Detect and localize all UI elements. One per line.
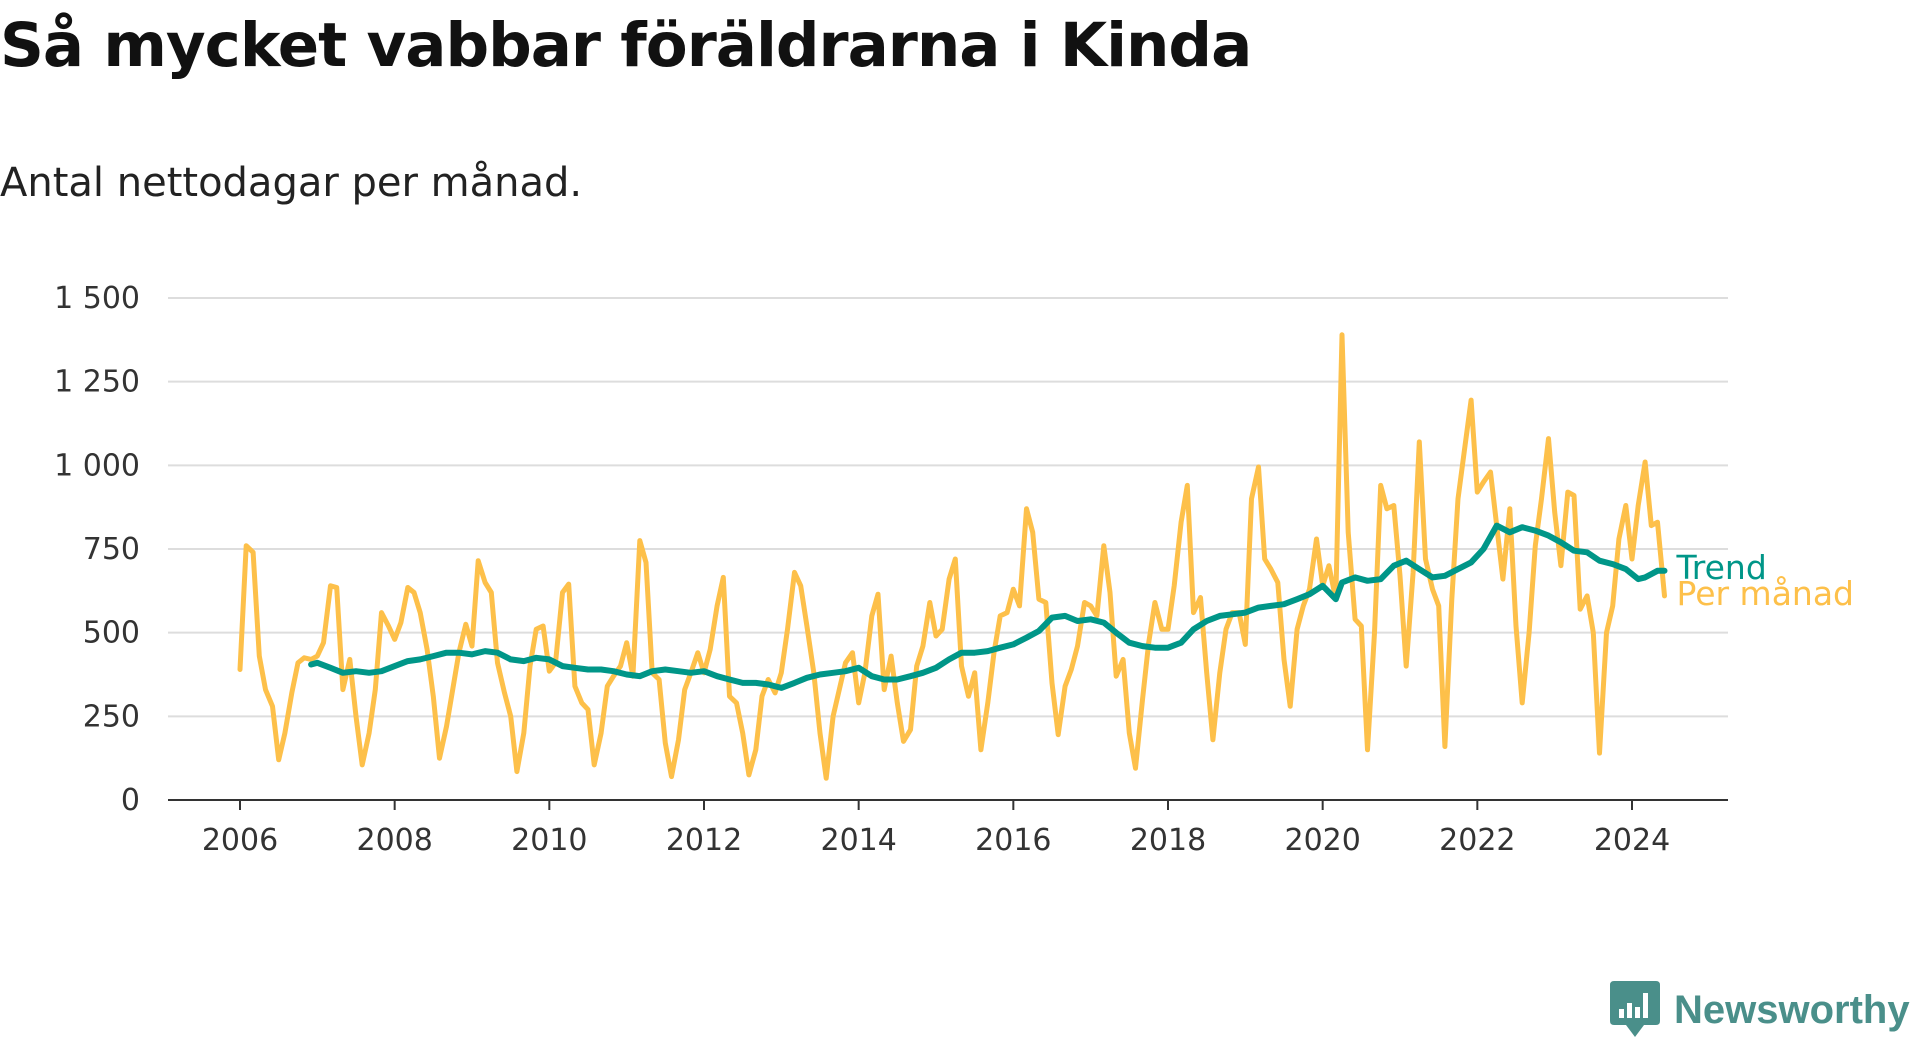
x-tick-label: 2020 — [1284, 823, 1360, 858]
series-line-trend — [308, 522, 1668, 691]
x-tick-label: 2010 — [511, 823, 587, 858]
y-tick-label: 0 — [121, 783, 140, 818]
x-tick-label: 2016 — [975, 823, 1051, 858]
y-tick-label: 1 500 — [54, 281, 140, 316]
chart-title: Så mycket vabbar föräldrarna i Kinda — [0, 10, 1252, 81]
newsworthy-logo-icon — [1610, 981, 1660, 1037]
x-axis-labels: 2006 2008 2010 2012 2014 2016 2018 2020 2022 2024 — [202, 823, 1670, 858]
chart-subtitle: Antal nettodagar per månad. — [0, 160, 583, 206]
brand-name: Newsworthy — [1674, 987, 1910, 1032]
x-tick-label: 2008 — [356, 823, 432, 858]
y-tick-label: 750 — [83, 532, 140, 567]
x-tick-label: 2006 — [202, 823, 278, 858]
series-line-per-manad — [237, 332, 1667, 781]
x-tick-label: 2014 — [820, 823, 896, 858]
x-axis — [168, 799, 1728, 810]
x-tick-label: 2012 — [666, 823, 742, 858]
brand-logo[interactable]: Newsworthy — [1610, 980, 1910, 1040]
y-tick-label: 250 — [83, 699, 140, 734]
y-tick-label: 500 — [83, 616, 140, 651]
x-tick-label: 2024 — [1594, 823, 1670, 858]
x-tick-label: 2022 — [1439, 823, 1515, 858]
y-tick-label: 1 250 — [54, 365, 140, 400]
y-tick-label: 1 000 — [54, 448, 140, 483]
y-axis-labels: 0 250 500 750 1 000 1 250 1 500 — [54, 281, 140, 818]
series-layer — [237, 332, 1668, 781]
grid-layer — [168, 297, 1728, 718]
series-label-per-manad: Per månad — [1676, 574, 1854, 613]
series-label-trend: Trend — [1675, 548, 1766, 587]
x-tick-label: 2018 — [1130, 823, 1206, 858]
